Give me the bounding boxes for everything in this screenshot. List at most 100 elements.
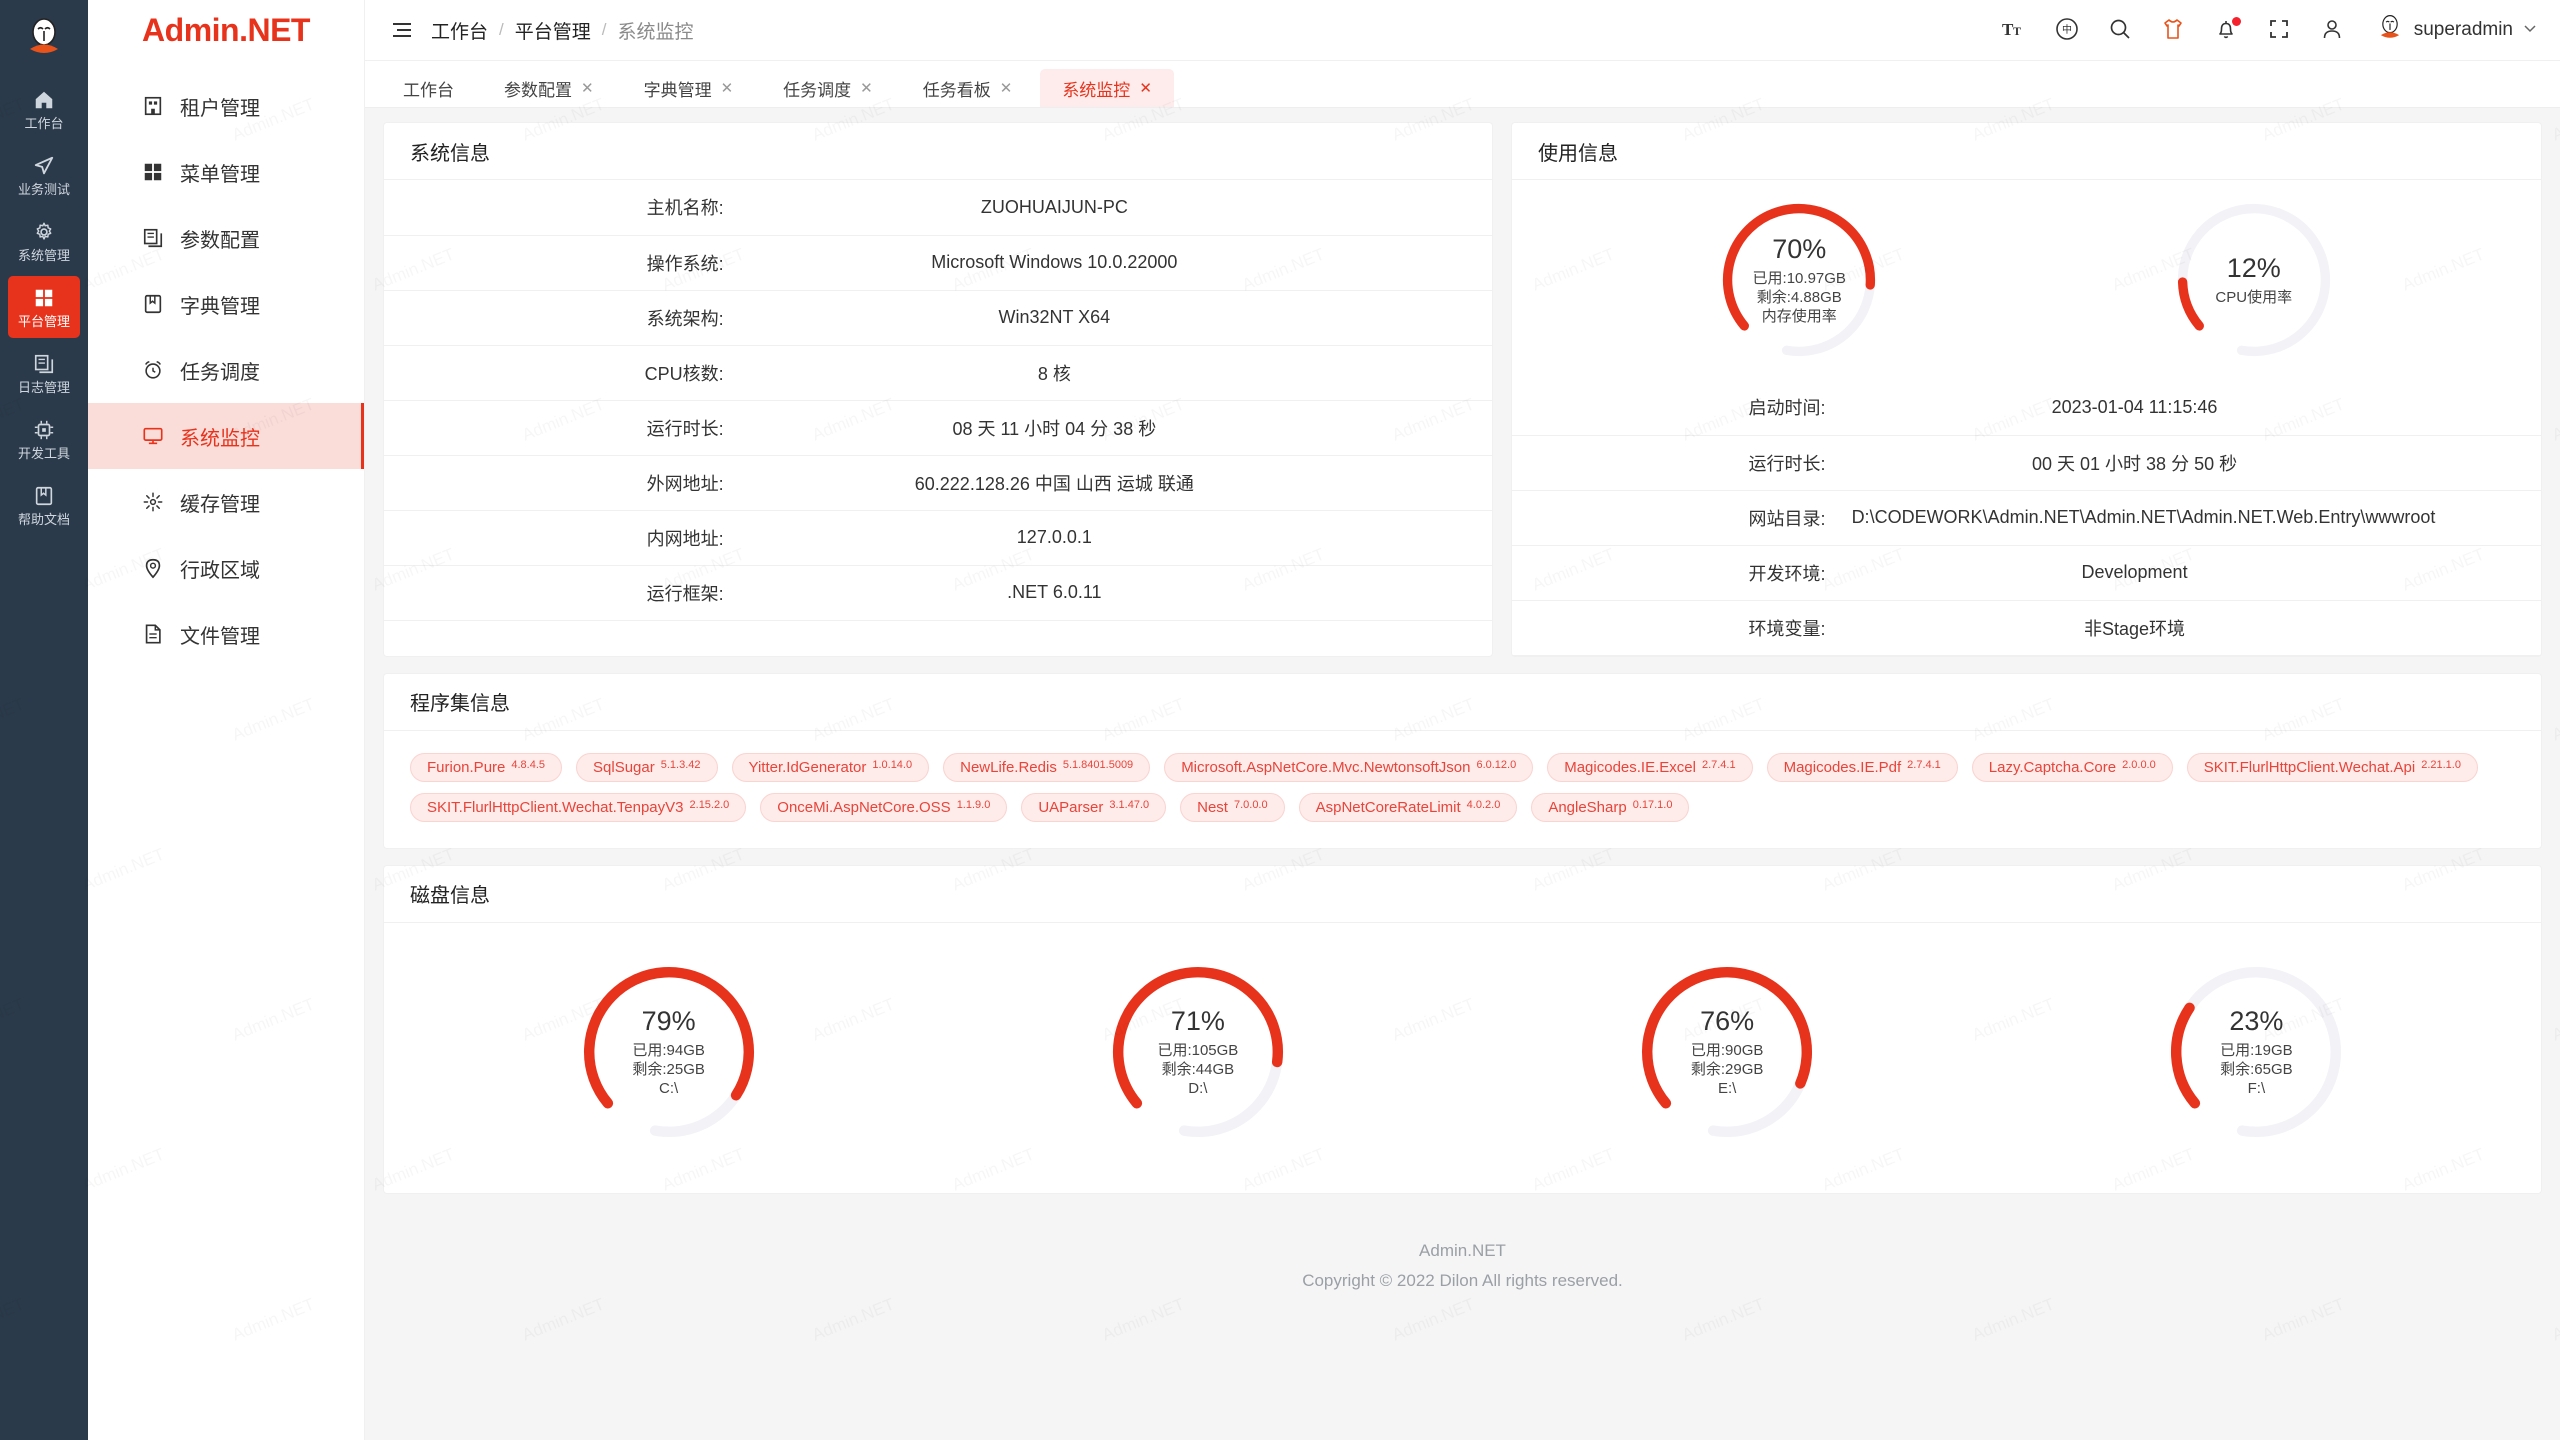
tab-1[interactable]: 参数配置 ✕ — [482, 69, 616, 107]
rail-item-list: 工作台业务测试 系统管理 平台管理 日志管理 开发工具 帮助文档 — [0, 78, 88, 540]
gauge-track — [2171, 966, 2342, 1137]
assembly-tag: Microsoft.AspNetCore.Mvc.NewtonsoftJson 6… — [1164, 752, 1534, 782]
sidebar-item-6[interactable]: 缓存管理 — [88, 469, 364, 535]
fullscreen-icon[interactable] — [2267, 17, 2293, 43]
gauge-chart: 70% 已用:10.97GB 剩余:4.88GB 内存使用率 — [1714, 195, 1884, 365]
search-icon[interactable] — [2108, 17, 2134, 43]
monitor-icon — [142, 425, 164, 447]
row-value: 8 核 — [749, 345, 1492, 401]
rail-item-2[interactable]: 系统管理 — [8, 210, 80, 272]
assembly-tag-name: Magicodes.IE.Excel — [1564, 758, 1696, 776]
tab-2[interactable]: 字典管理 ✕ — [622, 69, 756, 107]
gauge-value-arc — [2171, 1002, 2201, 1109]
table-row: CPU核数: 8 核 — [384, 345, 1492, 401]
tab-close-icon[interactable]: ✕ — [581, 79, 594, 97]
chevron-down-icon[interactable] — [2522, 20, 2538, 41]
row-label: 系统架构: — [384, 290, 750, 346]
sidebar-item-5[interactable]: 系统监控 — [88, 403, 364, 469]
gauge-chart: 23% 已用:19GB 剩余:65GB F:\ — [2161, 957, 2351, 1147]
chip-icon — [33, 419, 55, 441]
sidebar-item-4[interactable]: 任务调度 — [88, 337, 364, 403]
assembly-tag: SKIT.FlurlHttpClient.Wechat.Api 2.21.1.0 — [2186, 752, 2478, 782]
row-label: 网站目录: — [1512, 490, 1852, 546]
row-label: 运行时长: — [1512, 435, 1852, 491]
rail-item-6[interactable]: 帮助文档 — [8, 474, 80, 536]
assembly-tag: SqlSugar 5.1.3.42 — [576, 752, 718, 782]
sidebar-item-8[interactable]: 文件管理 — [88, 601, 364, 667]
svg-text:T: T — [2002, 20, 2014, 39]
font-size-icon[interactable]: T T — [2002, 17, 2028, 43]
row-value: 2023-01-04 11:15:46 — [1851, 380, 2541, 436]
tab-5[interactable]: 系统监控 ✕ — [1040, 69, 1174, 107]
menu-collapse-icon[interactable] — [391, 19, 413, 41]
gauge-track — [2177, 203, 2330, 357]
bell-icon[interactable] — [2214, 17, 2241, 43]
user-menu[interactable]: superadmin — [2375, 13, 2538, 48]
tab-label: 任务调度 — [783, 80, 852, 100]
assembly-tag-name: Microsoft.AspNetCore.Mvc.NewtonsoftJson — [1181, 758, 1471, 776]
tab-close-icon[interactable]: ✕ — [860, 79, 873, 97]
row-label: CPU核数: — [384, 345, 750, 401]
tab-0[interactable]: 工作台 — [381, 69, 476, 107]
assembly-tag-version: 2.0.0.0 — [2122, 758, 2156, 771]
rail-item-4[interactable]: 日志管理 — [8, 342, 80, 404]
brand-title: Admin.NET — [142, 12, 310, 48]
rail-item-0[interactable]: 工作台 — [8, 78, 80, 140]
row-label: 操作系统: — [384, 235, 750, 291]
usage-info-title: 使用信息 — [1512, 123, 2541, 180]
tab-3[interactable]: 任务调度 ✕ — [761, 69, 895, 107]
row-value: 127.0.0.1 — [749, 510, 1492, 566]
tab-close-icon[interactable]: ✕ — [720, 79, 734, 97]
file-icon — [142, 623, 164, 645]
grid-icon — [142, 161, 164, 183]
gauge-chart: 76% 已用:90GB 剩余:29GB E:\ — [1632, 957, 1822, 1147]
tab-close-icon[interactable]: ✕ — [999, 79, 1013, 97]
breadcrumb-item-0[interactable]: 工作台 — [431, 21, 489, 43]
row-label: 环境变量: — [1512, 600, 1852, 656]
table-row: 操作系统: Microsoft Windows 10.0.22000 — [384, 235, 1492, 291]
assembly-tag-name: Yitter.IdGenerator — [748, 758, 867, 776]
assembly-tag: Magicodes.IE.Pdf 2.7.4.1 — [1766, 752, 1958, 782]
assembly-tag-version: 2.21.1.0 — [2421, 758, 2461, 771]
row-label: 启动时间: — [1512, 380, 1852, 436]
sidebar-item-1[interactable]: 菜单管理 — [88, 139, 364, 205]
topbar-actions: T T 中 — [2002, 13, 2538, 48]
rail-item-5[interactable]: 开发工具 — [8, 408, 80, 470]
language-icon[interactable]: 中 — [2055, 17, 2081, 43]
assembly-tag-name: UAParser — [1038, 798, 1104, 816]
username-label: superadmin — [2413, 19, 2513, 40]
account-icon[interactable] — [2320, 17, 2346, 43]
sidebar-item-label: 任务调度 — [180, 361, 260, 384]
main-area: 工作台 / 平台管理 / 系统监控 T T 中 — [365, 0, 2560, 1440]
sidebar-item-3[interactable]: 字典管理 — [88, 271, 364, 337]
sidebar-item-7[interactable]: 行政区域 — [88, 535, 364, 601]
row-value: ZUOHUAIJUN-PC — [749, 180, 1492, 236]
sidebar-item-0[interactable]: 租户管理 — [88, 73, 364, 139]
sidebar-item-2[interactable]: 参数配置 — [88, 205, 364, 271]
row-label: 运行框架: — [384, 565, 750, 621]
assembly-tag-name: Furion.Pure — [427, 758, 506, 776]
system-info-card: 系统信息 主机名称: ZUOHUAIJUN-PC 操作系统: Microsoft Wi… — [383, 122, 1493, 657]
row-value: 00 天 01 小时 38 分 50 秒 — [1851, 435, 2541, 491]
svg-text:T: T — [2013, 24, 2021, 38]
row-value: Microsoft Windows 10.0.22000 — [749, 235, 1492, 291]
rail-item-1[interactable]: 业务测试 — [8, 144, 80, 206]
disk-gauge-row: 79% 已用:94GB 剩余:25GB C:\ 71% 已用:105GB 剩余:44GB D:… — [404, 957, 2521, 1147]
tab-4[interactable]: 任务看板 ✕ — [901, 69, 1035, 107]
rail-item-label: 工作台 — [24, 116, 64, 131]
assembly-tag-version: 5.1.3.42 — [660, 758, 701, 771]
theme-shirt-icon[interactable] — [2161, 17, 2187, 43]
building-icon — [142, 95, 164, 117]
table-row: 运行框架: .NET 6.0.11 — [384, 565, 1492, 621]
assembly-tag-version: 0.17.1.0 — [1632, 798, 1673, 811]
breadcrumb-item-1[interactable]: 平台管理 — [514, 21, 591, 43]
assembly-tag-version: 3.1.47.0 — [1109, 798, 1150, 811]
assembly-tag: UAParser 3.1.47.0 — [1021, 792, 1167, 822]
tab-close-icon[interactable]: ✕ — [1139, 79, 1152, 97]
usage-info-body: 70% 已用:10.97GB 剩余:4.88GB 内存使用率 12% CPU使用率 启动时… — [1512, 180, 2541, 656]
assembly-tag-name: SKIT.FlurlHttpClient.Wechat.TenpayV3 — [427, 798, 684, 816]
table-row: 运行时长: 00 天 01 小时 38 分 50 秒 — [1512, 435, 2541, 491]
rail-item-3[interactable]: 平台管理 — [8, 276, 80, 338]
gauge-value-arc — [583, 966, 754, 1109]
assembly-tag-version: 4.0.2.0 — [1466, 798, 1501, 811]
